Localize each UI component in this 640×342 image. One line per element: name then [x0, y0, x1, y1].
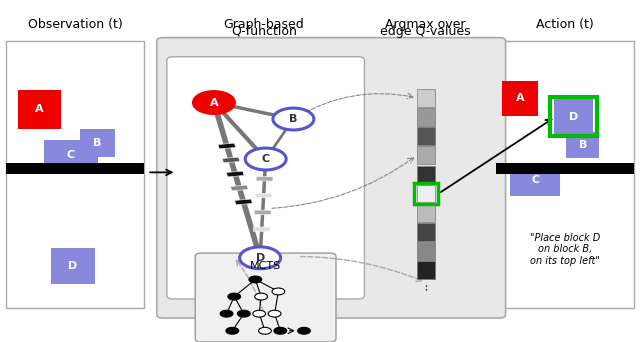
- Circle shape: [220, 310, 233, 317]
- Bar: [51, 248, 95, 284]
- Circle shape: [268, 310, 281, 317]
- Text: D: D: [68, 261, 77, 271]
- Bar: [496, 163, 634, 174]
- Bar: [6, 163, 144, 174]
- Bar: [554, 99, 593, 134]
- Bar: [254, 210, 271, 215]
- Circle shape: [226, 327, 239, 334]
- Text: A: A: [35, 104, 44, 115]
- Circle shape: [228, 293, 241, 300]
- Text: Q-function: Q-function: [231, 25, 297, 38]
- Text: B: B: [579, 140, 587, 150]
- Bar: [44, 140, 98, 170]
- Bar: [417, 185, 435, 202]
- Bar: [417, 242, 435, 260]
- Text: "Place block D
on block B,
on its top left": "Place block D on block B, on its top le…: [530, 233, 600, 266]
- Circle shape: [259, 327, 271, 334]
- FancyBboxPatch shape: [195, 253, 336, 342]
- Text: Graph-based: Graph-based: [223, 18, 305, 31]
- Text: A: A: [516, 93, 525, 103]
- Bar: [222, 157, 240, 163]
- Circle shape: [273, 108, 314, 130]
- Text: edge Q-values: edge Q-values: [380, 25, 470, 38]
- Circle shape: [272, 288, 285, 295]
- Bar: [417, 261, 435, 279]
- Text: B: B: [289, 114, 298, 124]
- Bar: [18, 90, 61, 129]
- Circle shape: [239, 247, 280, 269]
- Text: B: B: [93, 138, 102, 148]
- Bar: [417, 108, 435, 126]
- Bar: [414, 183, 438, 204]
- Bar: [550, 97, 596, 136]
- Bar: [417, 166, 435, 183]
- Circle shape: [253, 310, 266, 317]
- Circle shape: [255, 293, 268, 300]
- Circle shape: [245, 148, 286, 170]
- Bar: [235, 199, 252, 205]
- Text: D: D: [255, 253, 265, 263]
- Text: Observation (t): Observation (t): [28, 18, 123, 31]
- Bar: [417, 204, 435, 222]
- Bar: [417, 223, 435, 241]
- Bar: [80, 129, 115, 157]
- Circle shape: [298, 327, 310, 334]
- Circle shape: [237, 310, 250, 317]
- Text: Argmax over: Argmax over: [385, 18, 465, 31]
- Bar: [230, 185, 248, 191]
- Bar: [417, 127, 435, 145]
- FancyBboxPatch shape: [157, 38, 506, 318]
- Bar: [256, 176, 273, 181]
- Text: C: C: [67, 150, 75, 160]
- Text: C: C: [531, 175, 539, 185]
- Bar: [510, 165, 560, 196]
- Bar: [227, 171, 244, 177]
- Text: D: D: [568, 112, 578, 122]
- Bar: [417, 89, 435, 107]
- FancyBboxPatch shape: [167, 57, 365, 299]
- Bar: [502, 81, 538, 116]
- Circle shape: [193, 92, 234, 114]
- Text: Action (t): Action (t): [536, 18, 594, 31]
- Text: A: A: [210, 97, 218, 107]
- Bar: [566, 132, 599, 158]
- Bar: [218, 143, 236, 149]
- FancyBboxPatch shape: [6, 41, 144, 308]
- Circle shape: [249, 276, 262, 283]
- Bar: [255, 193, 272, 198]
- FancyBboxPatch shape: [496, 41, 634, 308]
- Text: C: C: [262, 154, 269, 164]
- Bar: [417, 146, 435, 164]
- Bar: [253, 227, 270, 232]
- Text: MCTS: MCTS: [250, 261, 281, 271]
- Circle shape: [274, 327, 287, 334]
